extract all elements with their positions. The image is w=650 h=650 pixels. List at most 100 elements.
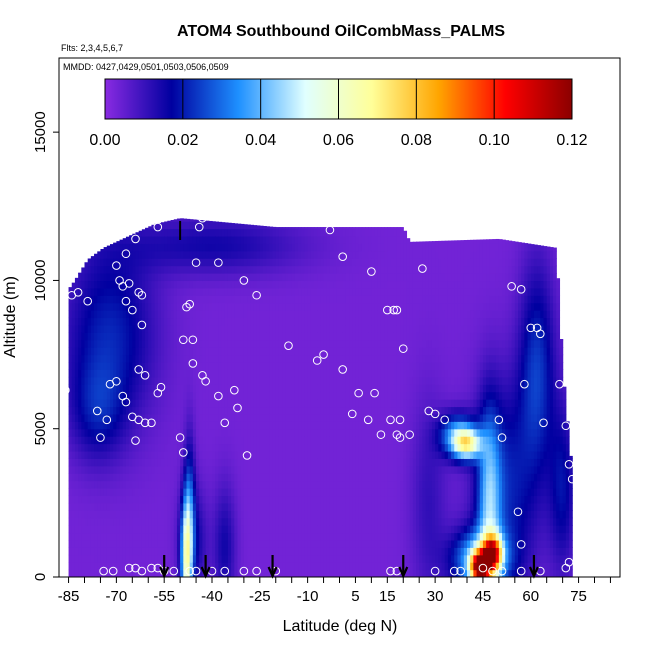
heatmap-cell xyxy=(390,502,395,511)
heatmap-cell xyxy=(396,421,401,430)
heatmap-cell xyxy=(247,525,251,534)
heatmap-cell xyxy=(129,243,133,252)
heatmap-cell xyxy=(154,525,159,534)
heatmap-cell xyxy=(307,243,312,252)
heatmap-cell xyxy=(212,324,216,333)
heatmap-cell xyxy=(400,421,404,430)
heatmap-cell xyxy=(250,287,255,296)
heatmap-cell xyxy=(266,547,270,556)
heatmap-cell xyxy=(294,436,299,445)
heatmap-cell xyxy=(148,280,153,289)
heatmap-cell xyxy=(355,488,360,497)
heatmap-cell xyxy=(345,480,350,489)
heatmap-cell xyxy=(288,361,293,370)
heatmap-cell xyxy=(103,361,108,370)
heatmap-cell xyxy=(221,458,226,467)
heatmap-cell xyxy=(87,517,92,526)
heatmap-cell xyxy=(94,532,98,541)
heatmap-cell xyxy=(323,310,328,319)
heatmap-cell xyxy=(173,228,178,237)
heatmap-cell xyxy=(231,428,235,437)
heatmap-cell xyxy=(250,317,255,326)
heatmap-cell xyxy=(275,361,280,370)
heatmap-cell xyxy=(355,332,360,341)
heatmap-cell xyxy=(253,347,258,356)
heatmap-cell xyxy=(132,539,137,548)
heatmap-cell xyxy=(355,354,360,363)
heatmap-cell xyxy=(192,339,197,348)
heatmap-cell xyxy=(196,265,200,274)
heatmap-cell xyxy=(294,302,299,311)
heatmap-cell xyxy=(247,450,251,459)
heatmap-cell xyxy=(342,258,347,267)
heatmap-cell xyxy=(106,287,111,296)
heatmap-cell xyxy=(285,243,290,252)
heatmap-cell xyxy=(186,265,191,274)
heatmap-cell xyxy=(294,465,299,474)
heatmap-cell xyxy=(192,525,197,534)
heatmap-cell xyxy=(323,532,328,541)
heatmap-cell xyxy=(349,250,353,259)
heatmap-cell xyxy=(291,399,296,408)
heatmap-cell xyxy=(371,384,376,393)
heatmap-cell xyxy=(78,480,82,489)
heatmap-cell xyxy=(352,339,357,348)
heatmap-cell xyxy=(336,310,341,319)
heatmap-cell xyxy=(227,302,232,311)
heatmap-cell xyxy=(326,339,331,348)
heatmap-cell xyxy=(113,339,117,348)
heatmap-cell xyxy=(288,436,293,445)
heatmap-cell xyxy=(282,458,286,467)
heatmap-cell xyxy=(192,450,197,459)
heatmap-cell xyxy=(345,227,350,230)
heatmap-cell xyxy=(371,443,376,452)
heatmap-cell xyxy=(301,317,306,326)
heatmap-cell xyxy=(329,495,334,504)
heatmap-cell xyxy=(234,295,239,304)
heatmap-cell xyxy=(221,569,226,577)
heatmap-cell xyxy=(227,265,232,274)
heatmap-cell xyxy=(71,443,76,452)
heatmap-cell xyxy=(365,436,369,445)
heatmap-cell xyxy=(352,532,357,541)
heatmap-cell xyxy=(259,354,264,363)
heatmap-cell xyxy=(199,295,204,304)
heatmap-cell xyxy=(68,480,73,489)
heatmap-cell xyxy=(205,399,210,408)
heatmap-cell xyxy=(243,228,248,237)
heatmap-cell xyxy=(320,480,325,489)
heatmap-cell xyxy=(320,539,325,548)
heatmap-cell xyxy=(132,428,137,437)
heatmap-cell xyxy=(103,450,108,459)
heatmap-cell xyxy=(266,295,270,304)
heatmap-cell xyxy=(68,562,73,571)
heatmap-cell xyxy=(164,384,168,393)
heatmap-cell xyxy=(205,220,210,222)
heatmap-cell xyxy=(170,376,175,385)
heatmap-cell xyxy=(81,569,86,577)
heatmap-cell xyxy=(310,258,315,267)
heatmap-cell xyxy=(84,399,89,408)
heatmap-cell xyxy=(183,361,188,370)
heatmap-cell xyxy=(173,480,178,489)
heatmap-cell xyxy=(135,443,140,452)
heatmap-cell xyxy=(275,384,280,393)
heatmap-cell xyxy=(393,488,398,497)
heatmap-cell xyxy=(355,399,360,408)
heatmap-cell xyxy=(87,488,92,497)
heatmap-cell xyxy=(323,332,328,341)
heatmap-cell xyxy=(390,458,395,467)
heatmap-cell xyxy=(116,391,121,400)
heatmap-cell xyxy=(192,495,197,504)
heatmap-cell xyxy=(282,391,286,400)
heatmap-cell xyxy=(202,295,207,304)
heatmap-cell xyxy=(361,332,366,341)
heatmap-cell xyxy=(384,517,388,526)
heatmap-cell xyxy=(87,369,92,378)
heatmap-cell xyxy=(365,361,369,370)
heatmap-cell xyxy=(141,428,146,437)
heatmap-cell xyxy=(384,562,388,571)
heatmap-cell xyxy=(170,228,175,237)
heatmap-cell xyxy=(208,369,213,378)
heatmap-cell xyxy=(361,517,366,526)
